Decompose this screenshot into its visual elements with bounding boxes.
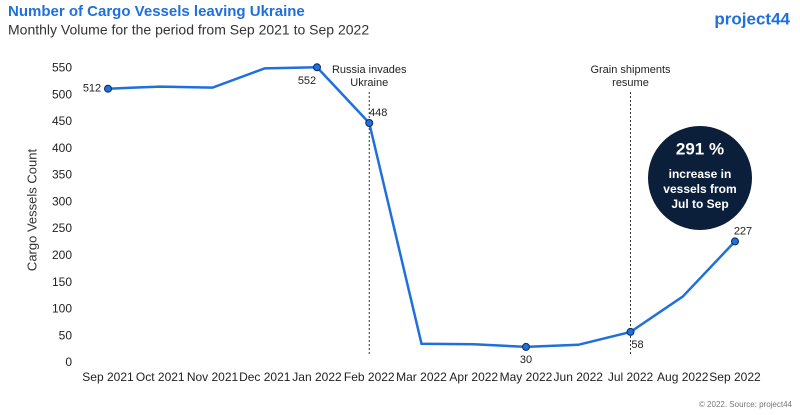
callout-text: increase in (669, 167, 732, 181)
y-tick-label: 350 (52, 168, 72, 182)
data-label: 512 (83, 83, 101, 95)
annotation-text: Grain shipments (590, 64, 671, 76)
x-tick-label: Mar 2022 (396, 370, 447, 384)
x-tick-label: Sep 2022 (709, 370, 761, 384)
y-tick-label: 500 (52, 87, 72, 101)
y-tick-label: 400 (52, 141, 72, 155)
x-tick-label: Jul 2022 (608, 370, 654, 384)
x-tick-label: May 2022 (500, 370, 553, 384)
y-tick-label: 100 (52, 302, 72, 316)
x-tick-label: Aug 2022 (657, 370, 709, 384)
callout-text: 291 % (676, 139, 724, 158)
chart-subtitle: Monthly Volume for the period from Sep 2… (8, 22, 369, 38)
data-point (313, 63, 321, 72)
x-tick-label: Jun 2022 (554, 370, 604, 384)
data-point (365, 119, 374, 127)
x-tick-label: Apr 2022 (449, 370, 498, 384)
y-tick-label: 150 (52, 275, 72, 289)
x-tick-label: Oct 2021 (136, 370, 185, 384)
data-label: 58 (631, 339, 643, 351)
data-label: 30 (520, 354, 532, 366)
x-tick-label: Feb 2022 (344, 370, 395, 384)
series-line (107, 66, 736, 349)
data-point (522, 342, 530, 351)
y-tick-label: 550 (52, 61, 72, 75)
x-tick-label: Sep 2021 (82, 370, 134, 384)
y-tick-label: 450 (52, 114, 72, 128)
data-label: 227 (734, 225, 752, 237)
callout-text: vessels from (663, 182, 736, 196)
data-point (104, 84, 112, 93)
x-tick-label: Jan 2022 (292, 370, 342, 384)
brand-logo: project44 (714, 9, 790, 28)
y-axis-label: Cargo Vessels Count (24, 149, 39, 272)
data-label: 552 (298, 75, 316, 87)
y-tick-label: 50 (59, 328, 73, 342)
data-label: 448 (369, 107, 387, 119)
annotation-text: Ukraine (350, 77, 388, 89)
callout-bubble (648, 126, 752, 230)
y-tick-label: 300 (52, 194, 72, 208)
callout-text: Jul to Sep (671, 197, 728, 211)
chart-title: Number of Cargo Vessels leaving Ukraine (8, 3, 305, 20)
data-point (626, 327, 635, 336)
y-tick-label: 0 (65, 355, 72, 369)
x-tick-label: Nov 2021 (187, 370, 239, 384)
footer: © 2022. Source: project44 (699, 400, 793, 409)
annotation-text: resume (612, 77, 649, 89)
annotation-text: Russia invades (332, 64, 407, 76)
data-point (731, 237, 739, 246)
y-tick-label: 200 (52, 248, 72, 262)
y-tick-label: 250 (52, 221, 72, 235)
x-tick-label: Dec 2021 (239, 370, 291, 384)
